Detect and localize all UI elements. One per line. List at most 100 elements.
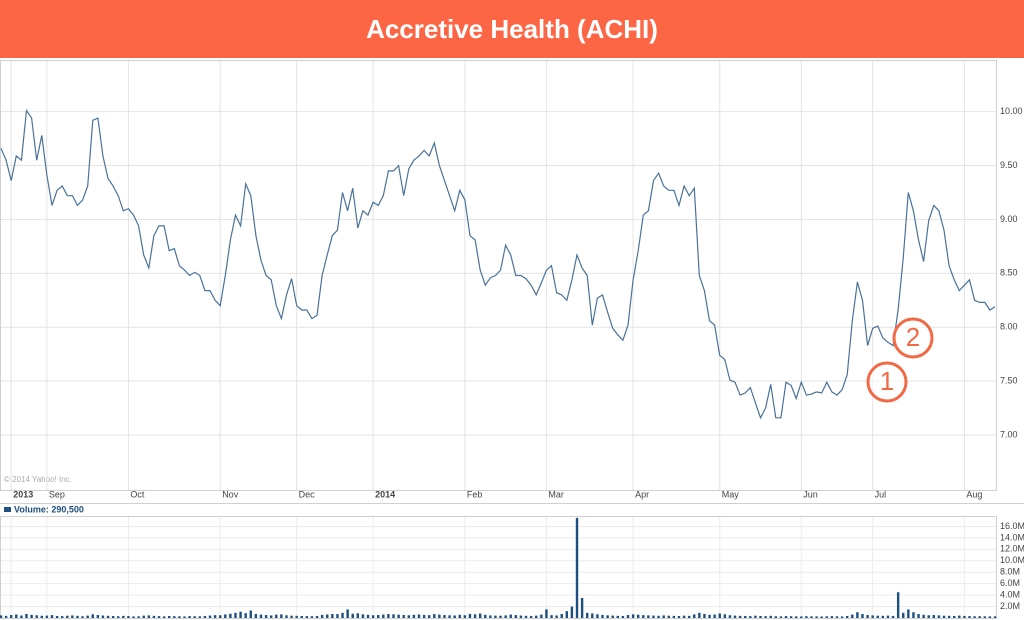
volume-bar bbox=[519, 615, 523, 618]
volume-bar bbox=[708, 614, 711, 618]
volume-bar bbox=[958, 615, 961, 618]
volume-bar bbox=[550, 615, 553, 618]
volume-bar bbox=[815, 616, 818, 618]
volume-bar bbox=[591, 613, 594, 618]
volume-bar bbox=[478, 613, 482, 618]
chart-title: Accretive Health (ACHI) bbox=[366, 14, 658, 44]
volume-bar bbox=[275, 614, 278, 618]
y-tick-label: 9.00 bbox=[1000, 214, 1018, 224]
volume-bar bbox=[50, 615, 54, 618]
x-tick-label: Nov bbox=[222, 489, 239, 499]
x-tick-label: Aug bbox=[966, 489, 982, 499]
volume-bar bbox=[91, 614, 94, 618]
volume-bar bbox=[55, 615, 59, 618]
volume-bar bbox=[60, 616, 64, 618]
volume-bar bbox=[825, 616, 828, 618]
volume-bar bbox=[845, 615, 849, 618]
volume-bar bbox=[509, 614, 512, 618]
volume-bar bbox=[805, 616, 808, 618]
volume-bar bbox=[621, 615, 625, 618]
volume-bar bbox=[942, 615, 946, 618]
volume-bar bbox=[427, 615, 431, 618]
volume-bar bbox=[540, 614, 543, 618]
volume-bar bbox=[463, 615, 467, 618]
volume-bar bbox=[626, 615, 630, 618]
y-tick-label: 8.00 bbox=[1000, 322, 1018, 332]
volume-bar bbox=[647, 615, 650, 618]
volume-bar bbox=[86, 615, 89, 618]
volume-bar bbox=[876, 615, 879, 618]
volume-bar bbox=[616, 615, 619, 618]
volume-bar bbox=[397, 614, 400, 618]
volume-bar bbox=[677, 615, 681, 618]
volume-bar bbox=[315, 615, 319, 618]
volume-bar bbox=[580, 597, 584, 618]
volume-bar bbox=[871, 615, 874, 618]
volume-bar bbox=[947, 615, 951, 618]
x-tick-label: Jul bbox=[875, 489, 887, 499]
x-tick-label: Jun bbox=[803, 489, 818, 499]
volume-bar bbox=[188, 616, 191, 618]
annotation-label: 2 bbox=[906, 322, 920, 352]
volume-bar bbox=[601, 614, 604, 618]
annotation-circle bbox=[866, 361, 908, 403]
volume-bar bbox=[652, 615, 655, 618]
volume-bar bbox=[157, 616, 161, 618]
volume-bar bbox=[412, 614, 416, 618]
y-tick-label: 2.0M bbox=[1000, 601, 1020, 611]
volume-bar bbox=[122, 615, 125, 618]
volume-bar bbox=[733, 615, 737, 618]
volume-bar bbox=[866, 615, 869, 618]
volume-bar bbox=[127, 616, 130, 618]
volume-bar bbox=[351, 613, 354, 618]
volume-bar bbox=[0, 615, 3, 618]
volume-bar bbox=[912, 612, 915, 618]
y-tick-label: 8.0M bbox=[1000, 567, 1020, 577]
volume-bar bbox=[820, 616, 823, 618]
volume-bar bbox=[377, 615, 380, 618]
volume-bar bbox=[382, 614, 385, 618]
volume-bar bbox=[978, 616, 981, 618]
volume-bar bbox=[387, 613, 390, 618]
volume-bar bbox=[234, 612, 237, 618]
volume-bar bbox=[152, 615, 156, 618]
volume-bar bbox=[789, 616, 793, 618]
x-tick-label: Feb bbox=[467, 489, 483, 499]
volume-bar bbox=[907, 609, 910, 618]
volume-bar bbox=[417, 614, 421, 618]
volume-bar bbox=[117, 616, 120, 618]
volume-bar bbox=[4, 615, 8, 618]
volume-bar bbox=[738, 615, 742, 618]
y-tick-label: 6.0M bbox=[1000, 578, 1020, 588]
volume-bar bbox=[239, 611, 242, 618]
volume-bar bbox=[784, 616, 788, 618]
volume-bar bbox=[280, 614, 283, 618]
volume-bar bbox=[453, 615, 456, 618]
volume-bar bbox=[229, 613, 232, 618]
volume-bar bbox=[631, 614, 635, 618]
volume-bar bbox=[71, 615, 74, 618]
y-tick-label: 4.0M bbox=[1000, 589, 1020, 599]
volume-bar bbox=[269, 615, 273, 618]
x-tick-label: Sep bbox=[49, 489, 65, 499]
volume-bar bbox=[168, 615, 171, 618]
volume-bar bbox=[764, 616, 767, 618]
volume-bar bbox=[147, 615, 151, 618]
volume-legend: Volume: 290,500 bbox=[14, 504, 84, 514]
volume-bar bbox=[973, 616, 976, 618]
plot-frame bbox=[0, 60, 997, 491]
volume-bar bbox=[575, 517, 579, 618]
volume-bar bbox=[504, 615, 507, 618]
volume-bar bbox=[963, 615, 966, 618]
x-tick-label: Mar bbox=[548, 489, 564, 499]
volume-bar bbox=[300, 615, 303, 618]
volume-bar bbox=[9, 615, 13, 618]
volume-bar bbox=[101, 615, 105, 618]
x-tick-label: 2013 bbox=[13, 489, 33, 499]
volume-bar bbox=[545, 609, 548, 618]
volume-bar bbox=[983, 616, 987, 618]
volume-bar bbox=[529, 615, 533, 618]
price-line bbox=[0, 108, 996, 420]
